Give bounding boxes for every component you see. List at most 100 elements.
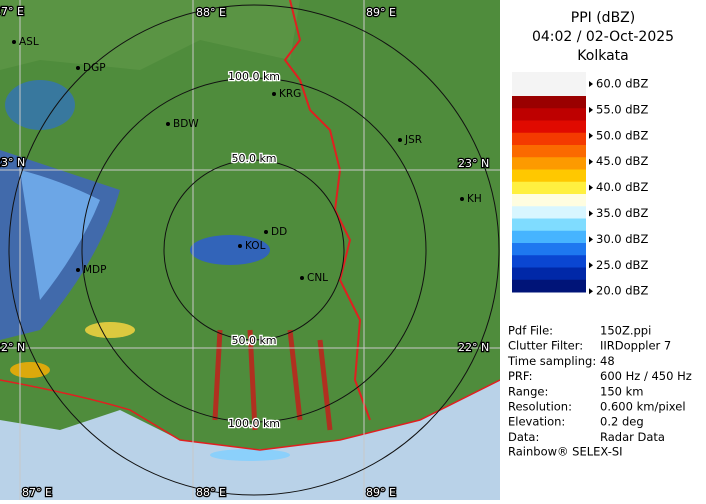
location: Kolkata [577, 48, 628, 64]
info-key: Elevation: [508, 415, 565, 429]
info-value: 600 Hz / 450 Hz [600, 369, 692, 383]
grid-label: 22° N [0, 341, 25, 354]
legend-swatch [512, 157, 586, 170]
upland [0, 0, 300, 70]
legend-label: 60.0 dBZ [596, 77, 648, 91]
grid-label: 87° E [0, 5, 24, 18]
footer: Rainbow® SELEX-SI [508, 445, 623, 459]
graticule [0, 0, 500, 500]
info-value: 0.2 deg [600, 415, 644, 429]
legend-swatch [512, 279, 586, 293]
place-label: CNL [307, 272, 328, 284]
legend-panel: PPI (dBZ) 04:02 / 02-Oct-2025 Kolkata Ra… [507, 10, 692, 459]
legend-label: 20.0 dBZ [596, 284, 648, 298]
place-dot [272, 92, 276, 96]
legend-swatch [512, 218, 586, 232]
place-dot [460, 197, 464, 201]
delta [212, 329, 333, 431]
place-dot [76, 66, 80, 70]
info-value: 150Z.ppi [600, 324, 651, 338]
info-value: 0.600 km/pixel [600, 400, 686, 414]
place-label: DD [271, 226, 287, 238]
info-key: PRF: [508, 369, 533, 383]
place-label: MDP [83, 264, 106, 276]
legend-swatch [512, 108, 586, 121]
echo [210, 449, 290, 461]
legend-swatch [512, 132, 586, 146]
place-label: KOL [245, 240, 266, 252]
legend-tick [589, 106, 593, 113]
info-key: Pdf File: [508, 324, 553, 338]
legend-tick [589, 262, 593, 269]
place-dot [12, 40, 16, 44]
place-dot [264, 230, 268, 234]
range-label: 50.0 km [231, 334, 276, 347]
info-value: Radar Data [600, 430, 665, 444]
legend-swatch [512, 194, 586, 207]
legend-swatch [512, 206, 586, 219]
legend-swatch [512, 181, 586, 195]
title: PPI (dBZ) [571, 10, 635, 26]
legend-tick [589, 288, 593, 295]
legend-swatch [512, 120, 586, 134]
legend-label: 45.0 dBZ [596, 154, 648, 168]
legend-label: 40.0 dBZ [596, 180, 648, 194]
grid-label: 89° E [366, 6, 396, 19]
echo [85, 322, 135, 338]
legend-swatch [512, 169, 586, 183]
legend-swatch [512, 255, 586, 268]
legend-tick [589, 132, 593, 139]
echo [5, 80, 75, 130]
legend-tick [589, 81, 593, 87]
sea [0, 380, 500, 500]
range-label: 100.0 km [228, 417, 280, 430]
info-key: Time sampling: [507, 354, 596, 368]
grid-label: 88° E [196, 6, 226, 19]
legend-tick [589, 158, 593, 165]
grid-label: 88° E [196, 486, 226, 499]
range-rings [8, 4, 500, 496]
place-label: KH [467, 193, 482, 205]
info-key: Clutter Filter: [508, 339, 583, 353]
place-label: KRG [279, 88, 301, 100]
place-label: JSR [404, 134, 422, 146]
grid-label: 87° E [22, 486, 52, 499]
legend-swatch [512, 267, 586, 281]
info-value: 150 km [600, 384, 643, 398]
legend-tick [589, 184, 593, 191]
legend-swatch [512, 243, 586, 256]
legend-label: 50.0 dBZ [596, 128, 648, 142]
place-label: DGP [83, 62, 106, 74]
coast [0, 379, 500, 451]
place-dot [76, 268, 80, 272]
map: 87° E 88° E 89° E 23° N 23° N 22° N 22° N 87° E… [0, 0, 500, 500]
legend-tick [589, 236, 593, 243]
place-dot [398, 138, 402, 142]
legend-label: 35.0 dBZ [596, 206, 648, 220]
info-key: Resolution: [508, 400, 572, 414]
range-label: 100.0 km [228, 70, 280, 83]
grid-label: 23° N [0, 156, 25, 169]
info-key: Data: [508, 430, 539, 444]
place-dot [166, 122, 170, 126]
legend-swatch [512, 145, 586, 158]
place-label: ASL [19, 36, 39, 48]
legend-swatch [512, 230, 586, 244]
range-label: 50.0 km [231, 152, 276, 165]
info-key: Range: [508, 384, 548, 398]
grid-label: 22° N [458, 341, 489, 354]
legend-tick [589, 210, 593, 217]
echo [190, 235, 270, 265]
place-dot [238, 244, 242, 248]
info-value: IIRDoppler 7 [600, 339, 671, 353]
grid-label: 23° N [458, 157, 489, 170]
timestamp: 04:02 / 02-Oct-2025 [532, 29, 674, 45]
grid-label: 89° E [366, 486, 396, 499]
legend-top [512, 72, 586, 96]
place-dot [300, 276, 304, 280]
legend-label: 25.0 dBZ [596, 258, 648, 272]
legend-label: 55.0 dBZ [596, 102, 648, 116]
echo [20, 170, 100, 300]
info-value: 48 [600, 354, 615, 368]
